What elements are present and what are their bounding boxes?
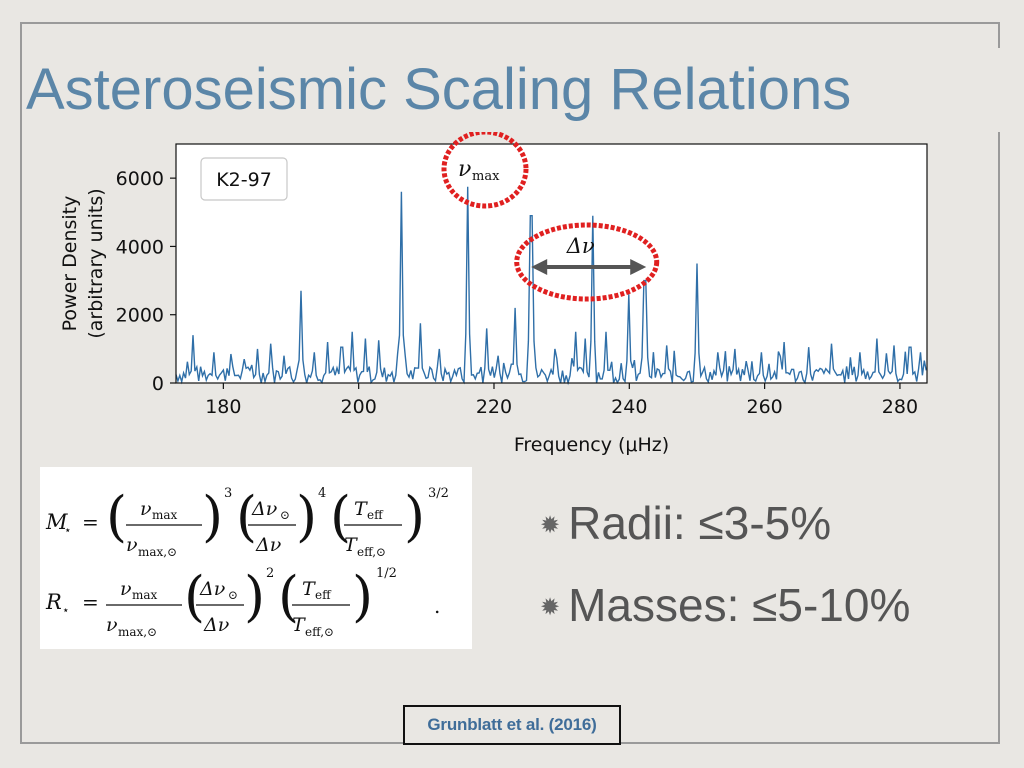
dnu-sun-numerator: Δν bbox=[199, 578, 226, 600]
x-tick-label: 280 bbox=[882, 396, 918, 418]
svg-text:(: ( bbox=[236, 485, 257, 548]
equals-sign: = bbox=[82, 510, 99, 534]
mass-equation: M ⋆ = ( ν max ν max,⊙ ) 3 ( Δν ⊙ Δν ) 4 … bbox=[45, 485, 449, 559]
exponent: 3/2 bbox=[428, 486, 449, 501]
numax-numerator: ν bbox=[140, 498, 152, 520]
plot-area bbox=[176, 144, 927, 383]
y-axis-label-units: (arbitrary units) bbox=[85, 188, 107, 338]
numax-label-sub: max bbox=[472, 169, 500, 184]
asterisk-bullet-icon: ✹ bbox=[540, 511, 561, 539]
exponent: 4 bbox=[318, 486, 326, 501]
svg-text:(: ( bbox=[278, 565, 299, 628]
plot-frame bbox=[175, 143, 928, 384]
numax-numerator: ν bbox=[120, 578, 132, 600]
teff-sub: eff bbox=[367, 508, 384, 522]
star-subscript: ⋆ bbox=[64, 523, 72, 537]
dnu-arrow-left-head bbox=[531, 259, 548, 275]
numax-highlight-circle bbox=[441, 132, 529, 209]
exponent: 1/2 bbox=[376, 566, 397, 581]
numax-sun-sub: max,⊙ bbox=[118, 625, 157, 639]
dnu-sun-sub: ⊙ bbox=[280, 508, 290, 522]
asterisk-bullet-icon: ✹ bbox=[540, 593, 561, 621]
numax-sun-denominator: ν bbox=[106, 614, 118, 636]
radius-symbol: R bbox=[45, 590, 62, 614]
teff-numerator: T bbox=[354, 498, 368, 520]
dnu-sun-sub: ⊙ bbox=[228, 588, 238, 602]
power-spectrum-chart: 180 200 220 240 260 280 0 2000 4000 6000 Frequency… bbox=[59, 132, 928, 456]
svg-text:): ) bbox=[404, 485, 425, 548]
scaling-relations-formula: M ⋆ = ( ν max ν max,⊙ ) 3 ( Δν ⊙ Δν ) 4 … bbox=[40, 467, 472, 649]
x-tick-label: 220 bbox=[476, 396, 512, 418]
dnu-label: Δν bbox=[566, 234, 595, 258]
left-paren: ( bbox=[106, 485, 127, 548]
bullet-masses: ✹ Masses: ≤5-10% bbox=[540, 578, 910, 632]
teff-sub: eff bbox=[315, 588, 332, 602]
numax-sub: max bbox=[132, 588, 158, 602]
bullet-radii: ✹ Radii: ≤3-5% bbox=[540, 496, 831, 550]
svg-text:): ) bbox=[296, 485, 317, 548]
dnu-denominator: Δν bbox=[203, 614, 230, 636]
y-tick-label: 6000 bbox=[116, 168, 164, 190]
exponent: 2 bbox=[266, 566, 274, 581]
numax-label: ν bbox=[458, 157, 471, 182]
numax-sub: max bbox=[152, 508, 178, 522]
period: . bbox=[434, 594, 440, 618]
svg-text:): ) bbox=[352, 565, 373, 628]
bullet-radii-text: Radii: ≤3-5% bbox=[568, 497, 832, 549]
exponent: 3 bbox=[224, 486, 232, 501]
bullet-masses-text: Masses: ≤5-10% bbox=[568, 579, 911, 631]
radius-equation: R ⋆ = ν max ν max,⊙ ( Δν ⊙ Δν ) 2 ( T ef… bbox=[45, 565, 440, 639]
y-axis-label: Power Density bbox=[59, 196, 81, 332]
dnu-denominator: Δν bbox=[255, 534, 282, 556]
mass-symbol: M bbox=[45, 510, 68, 534]
star-subscript: ⋆ bbox=[62, 603, 70, 617]
svg-text:): ) bbox=[244, 565, 265, 628]
legend-label: K2-97 bbox=[216, 169, 272, 191]
numax-sun-denominator: ν bbox=[126, 534, 138, 556]
teff-sun-sub: eff,⊙ bbox=[305, 625, 334, 639]
legend-box bbox=[200, 157, 288, 201]
teff-sun-sub: eff,⊙ bbox=[357, 545, 386, 559]
x-tick-label: 240 bbox=[611, 396, 647, 418]
y-tick-label: 4000 bbox=[116, 236, 164, 258]
dnu-arrow-right-head bbox=[630, 259, 647, 275]
spectrum-line bbox=[175, 186, 927, 386]
dnu-highlight-circle bbox=[514, 222, 660, 302]
teff-sun-denominator: T bbox=[292, 614, 306, 636]
x-tick-label: 260 bbox=[746, 396, 782, 418]
svg-text:(: ( bbox=[184, 565, 205, 628]
x-tick-label: 180 bbox=[205, 396, 241, 418]
y-tick-label: 0 bbox=[152, 373, 164, 395]
citation-box: Grunblatt et al. (2016) bbox=[403, 705, 621, 745]
x-axis-label: Frequency (μHz) bbox=[514, 434, 669, 456]
right-paren: ) bbox=[202, 485, 223, 548]
slide-title: Asteroseismic Scaling Relations bbox=[22, 48, 1016, 132]
svg-text:(: ( bbox=[330, 485, 351, 548]
numax-sun-sub: max,⊙ bbox=[138, 545, 177, 559]
teff-numerator: T bbox=[302, 578, 316, 600]
equals-sign: = bbox=[82, 590, 99, 614]
x-tick-label: 200 bbox=[341, 396, 377, 418]
dnu-sun-numerator: Δν bbox=[251, 498, 278, 520]
teff-sun-denominator: T bbox=[344, 534, 358, 556]
y-tick-label: 2000 bbox=[116, 305, 164, 327]
